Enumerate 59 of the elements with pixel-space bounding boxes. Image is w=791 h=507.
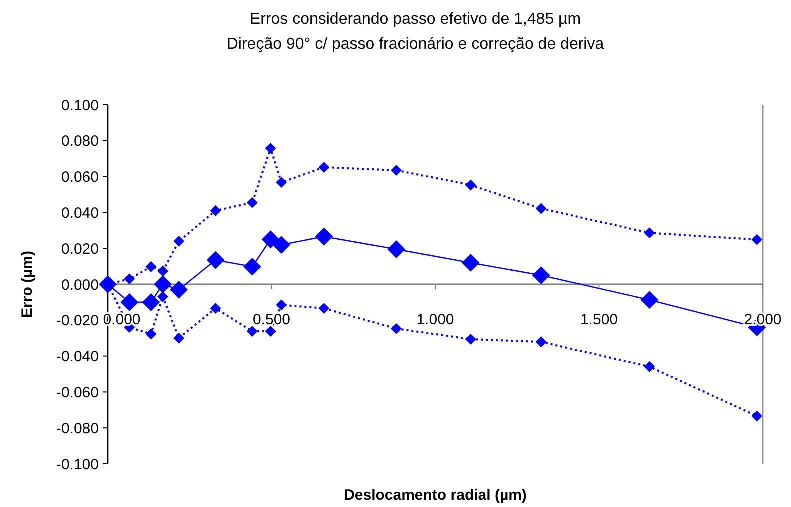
y-tick-label: 0.060	[61, 169, 99, 186]
point	[120, 294, 139, 312]
point	[532, 266, 550, 284]
point	[158, 266, 168, 277]
point	[262, 230, 280, 249]
y-tick-label: 0.080	[61, 133, 99, 150]
point	[158, 291, 168, 302]
point	[752, 410, 763, 422]
point	[462, 254, 480, 272]
point	[174, 332, 185, 344]
point	[170, 280, 188, 299]
point	[265, 142, 276, 154]
point	[246, 326, 258, 338]
chart-title: Erros considerando passo efetivo de 1,485 µm	[250, 11, 582, 28]
point	[536, 203, 547, 214]
point	[206, 251, 225, 270]
point	[246, 197, 258, 208]
point	[465, 180, 476, 191]
point	[644, 228, 656, 239]
point	[276, 177, 288, 188]
point	[318, 303, 330, 314]
x-tick-label: 1.500	[580, 312, 618, 328]
y-tick-label: -0.060	[56, 384, 99, 402]
y-tick-label: -0.040	[56, 348, 99, 366]
point	[640, 291, 659, 310]
point	[210, 205, 222, 216]
point	[146, 328, 157, 340]
point	[276, 300, 288, 311]
point	[752, 234, 763, 246]
point	[146, 261, 157, 272]
point	[174, 236, 185, 247]
x-axis-title: Deslocamento radial (µm)	[344, 487, 527, 504]
y-tick-label: -0.020	[56, 312, 99, 330]
point	[124, 274, 136, 285]
y-tick-label: 0.100	[61, 97, 99, 114]
x-tick-label: 0.500	[252, 312, 291, 328]
y-tick-label: 0.040	[61, 204, 99, 222]
point	[243, 258, 262, 276]
point	[272, 236, 291, 254]
point	[388, 240, 406, 258]
point	[210, 303, 222, 314]
point	[318, 162, 330, 173]
point	[142, 294, 160, 312]
point	[536, 336, 547, 348]
y-tick-label: -0.100	[56, 456, 99, 474]
y-tick-label: 0.020	[61, 240, 99, 258]
point	[391, 323, 402, 334]
point	[644, 361, 656, 372]
point	[154, 276, 172, 294]
point	[391, 165, 402, 176]
y-axis-title: Erro (µm)	[19, 251, 36, 318]
y-tick-label: 0.000	[61, 276, 99, 294]
point	[465, 334, 476, 345]
point	[315, 228, 334, 246]
y-tick-label: -0.080	[56, 420, 99, 438]
x-tick-label: 2.000	[744, 312, 782, 328]
chart-subtitle: Direção 90° c/ passo fracionário e correção de deriva	[226, 36, 604, 53]
x-tick-label: 1.000	[416, 312, 454, 328]
point	[265, 326, 276, 338]
